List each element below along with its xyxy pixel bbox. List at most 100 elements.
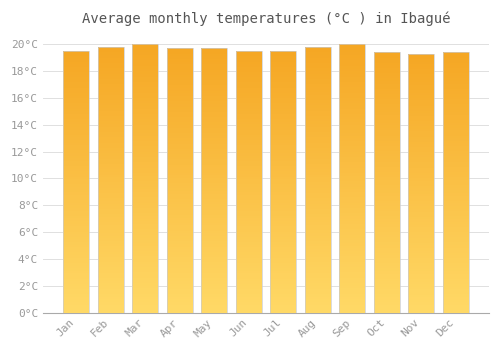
Bar xyxy=(132,109,158,111)
Bar xyxy=(201,233,227,236)
Bar xyxy=(339,280,365,283)
Bar xyxy=(442,196,468,198)
Bar xyxy=(339,238,365,240)
Bar xyxy=(304,47,330,50)
Bar xyxy=(339,141,365,144)
Bar xyxy=(201,297,227,300)
Bar xyxy=(201,125,227,128)
Bar xyxy=(132,66,158,69)
Bar xyxy=(63,289,89,292)
Bar xyxy=(339,79,365,82)
Bar xyxy=(236,51,262,54)
Bar xyxy=(304,294,330,297)
Bar xyxy=(270,273,296,276)
Bar xyxy=(201,207,227,210)
Bar xyxy=(304,299,330,302)
Bar xyxy=(63,69,89,72)
Bar xyxy=(442,167,468,169)
Bar xyxy=(374,253,400,256)
Bar xyxy=(63,150,89,153)
Bar xyxy=(132,111,158,114)
Bar xyxy=(166,178,192,181)
Bar xyxy=(270,54,296,56)
Bar xyxy=(304,60,330,63)
Bar xyxy=(442,131,468,133)
Bar xyxy=(201,157,227,159)
Bar xyxy=(339,296,365,299)
Bar xyxy=(408,235,434,238)
Bar xyxy=(132,278,158,280)
Bar xyxy=(63,117,89,119)
Bar xyxy=(374,297,400,300)
Bar xyxy=(63,83,89,85)
Bar xyxy=(63,62,89,64)
Bar xyxy=(304,145,330,148)
Bar xyxy=(132,302,158,304)
Bar xyxy=(63,166,89,169)
Bar xyxy=(98,124,124,127)
Bar xyxy=(63,263,89,266)
Bar xyxy=(63,237,89,239)
Bar xyxy=(236,289,262,292)
Bar xyxy=(374,169,400,172)
Bar xyxy=(236,266,262,268)
Bar xyxy=(63,307,89,310)
Bar xyxy=(132,256,158,259)
Bar xyxy=(166,186,192,188)
Bar xyxy=(201,62,227,64)
Bar xyxy=(63,250,89,252)
Bar xyxy=(304,148,330,150)
Bar xyxy=(98,161,124,164)
Bar xyxy=(236,310,262,313)
Bar xyxy=(132,165,158,168)
Bar xyxy=(201,141,227,144)
Bar xyxy=(339,168,365,170)
Bar xyxy=(63,234,89,237)
Bar xyxy=(132,103,158,106)
Bar xyxy=(236,77,262,80)
Bar xyxy=(304,116,330,119)
Bar xyxy=(304,220,330,222)
Bar xyxy=(98,113,124,116)
Bar xyxy=(236,276,262,279)
Bar xyxy=(270,289,296,292)
Bar xyxy=(236,195,262,197)
Bar xyxy=(201,260,227,262)
Bar xyxy=(63,297,89,300)
Bar xyxy=(339,69,365,71)
Bar xyxy=(374,261,400,263)
Bar xyxy=(63,172,89,174)
Bar xyxy=(236,211,262,213)
Bar xyxy=(270,153,296,156)
Bar xyxy=(132,93,158,95)
Bar xyxy=(304,244,330,246)
Bar xyxy=(132,170,158,173)
Bar xyxy=(63,132,89,135)
Bar xyxy=(270,103,296,106)
Bar xyxy=(166,220,192,223)
Bar xyxy=(236,98,262,101)
Bar xyxy=(408,126,434,129)
Bar xyxy=(98,116,124,119)
Bar xyxy=(132,58,158,61)
Bar xyxy=(442,78,468,81)
Bar xyxy=(201,194,227,196)
Bar xyxy=(63,273,89,276)
Bar xyxy=(166,292,192,294)
Bar xyxy=(270,177,296,179)
Bar xyxy=(236,83,262,85)
Bar xyxy=(63,163,89,166)
Bar xyxy=(132,195,158,197)
Bar xyxy=(339,189,365,192)
Bar xyxy=(98,100,124,103)
Bar xyxy=(304,121,330,124)
Bar xyxy=(201,186,227,188)
Bar xyxy=(442,156,468,159)
Bar xyxy=(408,95,434,98)
Bar xyxy=(408,93,434,95)
Bar xyxy=(166,207,192,210)
Bar xyxy=(166,170,192,173)
Bar xyxy=(339,63,365,66)
Bar xyxy=(339,246,365,248)
Bar xyxy=(339,162,365,165)
